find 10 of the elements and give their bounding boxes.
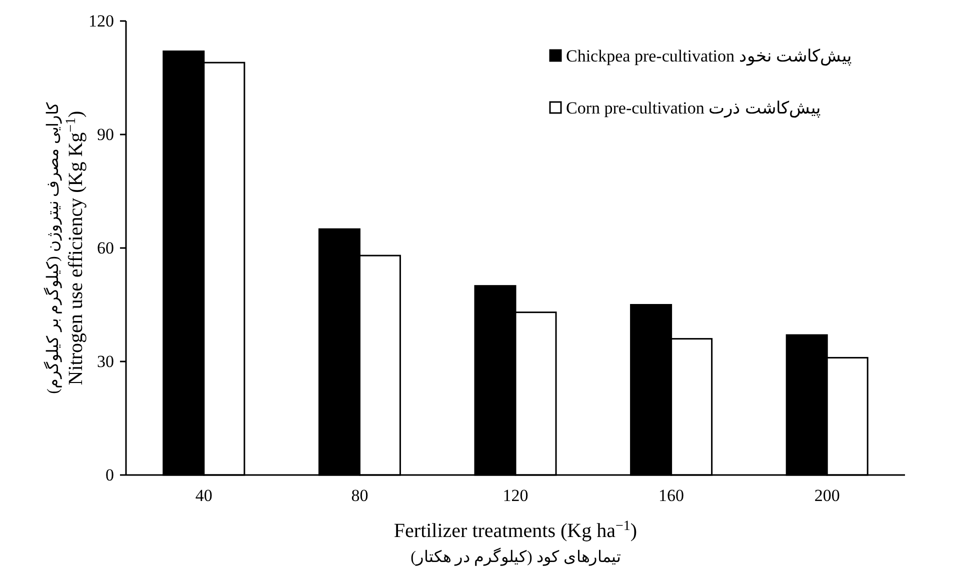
x-tick-label: 200 <box>814 486 840 505</box>
x-tick-label: 120 <box>502 486 528 505</box>
y-tick-label: 90 <box>97 125 114 144</box>
x-tick-label: 160 <box>658 486 684 505</box>
y-tick-label: 0 <box>106 466 114 484</box>
y-tick-label: 120 <box>88 12 114 30</box>
y-tick-label: 30 <box>97 352 114 371</box>
x-tick-label: 80 <box>351 486 368 505</box>
x-tick-label: 40 <box>195 486 212 505</box>
y-tick-label: 60 <box>97 238 114 258</box>
